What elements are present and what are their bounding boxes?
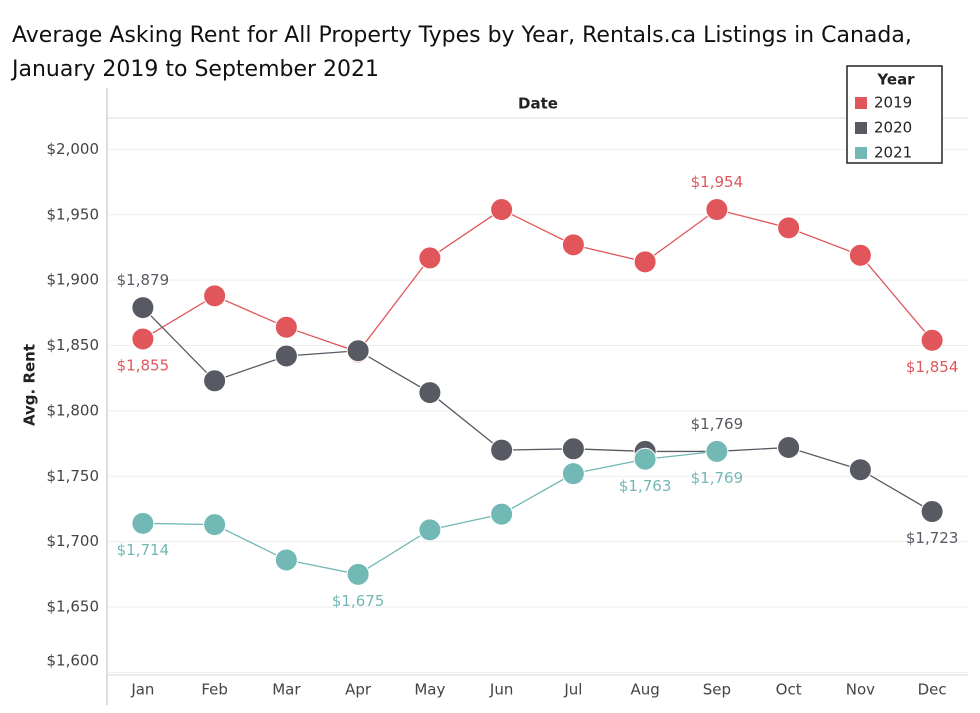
data-point [274, 344, 298, 368]
data-point [848, 458, 872, 482]
legend-box [846, 65, 943, 164]
data-point [274, 315, 298, 339]
data-label: $1,879 [117, 271, 170, 289]
data-point [203, 369, 227, 393]
x-tick-label: Aug [630, 681, 659, 699]
data-point [705, 439, 729, 463]
y-tick-label: $1,750 [47, 467, 100, 485]
points: $1,855 $1,954 $1,854 $1,879 $1,769 $1,723 $1,7… [117, 173, 959, 610]
legend-swatch [855, 97, 867, 109]
data-point [203, 284, 227, 308]
chart-title-line: January 2019 to September 2021 [10, 57, 379, 82]
y-tick-label: $1,700 [47, 532, 100, 550]
x-tick-label: Jan [130, 681, 154, 699]
data-point [418, 518, 442, 542]
x-tick-label: Mar [272, 681, 301, 699]
grid: $1,600 $1,650 $1,700 $1,750 $1,800 $1,850 $1,9… [47, 140, 968, 699]
series-line [142, 450, 717, 576]
data-point [203, 513, 227, 537]
chart-title-line: Average Asking Rent for All Property Typ… [12, 23, 912, 48]
data-point [490, 502, 514, 526]
x-tick-label: Jul [563, 681, 582, 699]
data-point [633, 250, 657, 274]
data-label: $1,954 [691, 173, 744, 191]
data-label: $1,855 [117, 356, 170, 374]
y-tick-label: $1,950 [47, 205, 100, 223]
data-point [848, 243, 872, 267]
data-label: $1,723 [906, 529, 959, 547]
series-line [142, 208, 933, 353]
data-point [777, 216, 801, 240]
data-label: $1,714 [117, 541, 170, 559]
data-point [561, 437, 585, 461]
x-tick-label: May [414, 681, 445, 699]
legend-label: 2021 [874, 144, 912, 162]
data-point [131, 511, 155, 535]
legend-label: 2019 [874, 94, 912, 112]
x-tick-label: Oct [776, 681, 802, 699]
x-tick-label: Dec [918, 681, 947, 699]
data-point [131, 296, 155, 320]
legend-title: Year [876, 71, 915, 89]
data-point [705, 198, 729, 222]
data-label: $1,763 [619, 477, 672, 495]
data-point [561, 233, 585, 257]
data-point [490, 438, 514, 462]
series-line [142, 307, 933, 513]
y-tick-label: $1,850 [47, 336, 100, 354]
x-tick-label: Nov [846, 681, 875, 699]
data-point [561, 462, 585, 486]
data-label: $1,854 [906, 358, 959, 376]
data-point [274, 548, 298, 572]
data-point [920, 500, 944, 524]
data-point [920, 328, 944, 352]
legend: Year 2019 2020 2021 [846, 65, 943, 164]
data-point [490, 198, 514, 222]
legend-swatch [855, 147, 867, 159]
y-tick-label: $1,650 [47, 598, 100, 616]
x-tick-label: Sep [703, 681, 731, 699]
legend-label: 2020 [874, 119, 912, 137]
y-axis-label: Avg. Rent [21, 344, 39, 426]
column-header: Date [518, 95, 558, 113]
data-point [418, 246, 442, 270]
y-tick-label: $1,800 [47, 401, 100, 419]
data-point [131, 327, 155, 351]
legend-swatch [855, 122, 867, 134]
data-label: $1,769 [691, 469, 744, 487]
x-tick-label: Feb [201, 681, 228, 699]
data-point [346, 339, 370, 363]
data-label: $1,769 [691, 415, 744, 433]
data-point [418, 381, 442, 405]
data-point [346, 562, 370, 586]
x-tick-label: Jun [489, 681, 513, 699]
x-tick-label: Apr [345, 681, 372, 699]
y-tick-label: $1,600 [47, 652, 100, 670]
data-point [777, 435, 801, 459]
data-label: $1,675 [332, 592, 385, 610]
y-tick-label: $1,900 [47, 271, 100, 289]
y-tick-label: $2,000 [47, 140, 100, 158]
data-point [633, 447, 657, 471]
lines [142, 208, 933, 576]
